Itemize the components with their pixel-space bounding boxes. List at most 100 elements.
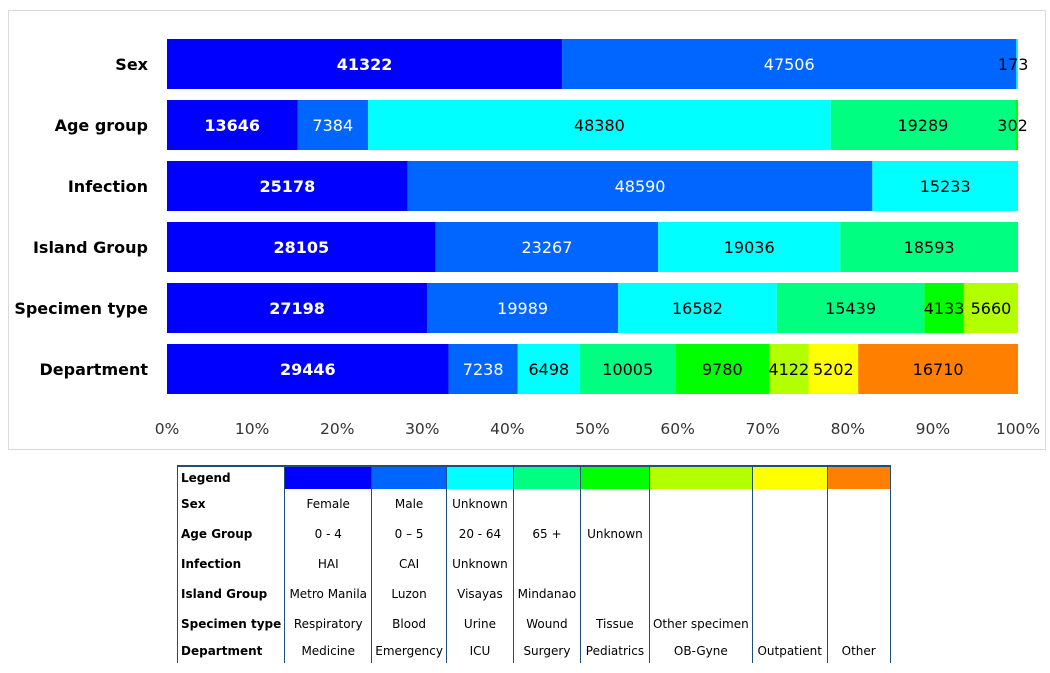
legend-swatch bbox=[751, 465, 828, 489]
legend-cell: Respiratory bbox=[284, 609, 373, 639]
legend-cell bbox=[512, 549, 581, 579]
bar-segment bbox=[167, 344, 449, 394]
legend-cell: Unknown bbox=[579, 519, 650, 549]
legend-cell bbox=[751, 549, 828, 579]
data-label: 13646 bbox=[204, 116, 260, 135]
legend-cell: HAI bbox=[284, 549, 373, 579]
legend-cell: 0 - 4 bbox=[284, 519, 373, 549]
x-tick-label: 30% bbox=[405, 420, 439, 438]
bar-segment bbox=[448, 344, 518, 394]
data-label: 16582 bbox=[672, 299, 723, 318]
legend-cell: Unknown bbox=[445, 549, 514, 579]
bar-segment bbox=[1016, 39, 1018, 89]
legend-cell: Unknown bbox=[445, 489, 514, 519]
legend-row: Sex Female Male Unknown bbox=[176, 489, 891, 519]
bar-segment bbox=[517, 344, 580, 394]
data-label: 48590 bbox=[615, 177, 666, 196]
legend-cell bbox=[648, 579, 753, 609]
stacked-bar-chart: Sex 41322 47506 173 Age group 13646 7384 48380 1… bbox=[14, 39, 1040, 438]
legend-cell: Surgery bbox=[512, 639, 581, 663]
bar-segment bbox=[579, 344, 676, 394]
bar-segment bbox=[167, 39, 563, 89]
bar-segment bbox=[167, 100, 298, 150]
data-label: 19989 bbox=[497, 299, 548, 318]
legend-cell: Other specimen bbox=[648, 609, 753, 639]
legend-swatch bbox=[371, 465, 447, 489]
bar-segment bbox=[435, 222, 659, 272]
bar-segment bbox=[840, 222, 1018, 272]
legend-swatch bbox=[826, 465, 891, 489]
bar-segment bbox=[297, 100, 369, 150]
bar-segment bbox=[167, 161, 408, 211]
legend-cell: CAI bbox=[371, 549, 447, 579]
legend-row-label: Age Group bbox=[176, 519, 286, 549]
legend-cell bbox=[579, 579, 650, 609]
data-label: 9780 bbox=[702, 360, 743, 379]
legend-row-label: Island Group bbox=[176, 579, 286, 609]
legend-cell: Male bbox=[371, 489, 447, 519]
data-label: 7238 bbox=[463, 360, 504, 379]
legend-color-row: Legend bbox=[176, 465, 891, 489]
chart-area: Sex 41322 47506 173 Age group 13646 7384 48380 1… bbox=[8, 10, 1046, 450]
x-tick-label: 90% bbox=[916, 420, 950, 438]
legend-swatch bbox=[445, 465, 514, 489]
data-label: 173 bbox=[998, 55, 1029, 74]
legend-cell bbox=[826, 519, 891, 549]
legend-cell bbox=[751, 609, 828, 639]
data-label: 4133 bbox=[924, 299, 965, 318]
data-label: 41322 bbox=[337, 55, 393, 74]
data-label: 23267 bbox=[522, 238, 573, 257]
legend-cell: Mindanao bbox=[512, 579, 581, 609]
data-label: 302 bbox=[997, 116, 1028, 135]
x-tick-label: 80% bbox=[831, 420, 865, 438]
legend-cell: Pediatrics bbox=[579, 639, 650, 663]
legend-row-label: Infection bbox=[176, 549, 286, 579]
data-label: 15439 bbox=[825, 299, 876, 318]
bar-segment bbox=[872, 161, 1018, 211]
legend-row-label: Sex bbox=[176, 489, 286, 519]
data-label: 6498 bbox=[528, 360, 569, 379]
category-label: Specimen type bbox=[14, 299, 148, 318]
legend-title: Legend bbox=[176, 465, 286, 489]
legend-cell: ICU bbox=[445, 639, 514, 663]
legend-row-label: Department bbox=[176, 639, 286, 663]
legend-swatch bbox=[579, 465, 650, 489]
data-label: 19289 bbox=[897, 116, 948, 135]
legend-cell bbox=[648, 549, 753, 579]
legend-cell: OB-Gyne bbox=[648, 639, 753, 663]
legend-cell: 20 - 64 bbox=[445, 519, 514, 549]
legend-cell bbox=[826, 489, 891, 519]
legend-cell bbox=[751, 579, 828, 609]
category-label: Island Group bbox=[33, 238, 148, 257]
bar-segment bbox=[1015, 100, 1018, 150]
legend-cell bbox=[751, 489, 828, 519]
category-label: Sex bbox=[115, 55, 148, 74]
data-label: 19036 bbox=[724, 238, 775, 257]
legend-cell bbox=[826, 549, 891, 579]
data-label: 5202 bbox=[813, 360, 854, 379]
legend-cell: Urine bbox=[445, 609, 514, 639]
data-label: 18593 bbox=[904, 238, 955, 257]
bar-segment bbox=[562, 39, 1017, 89]
bar-segment bbox=[368, 100, 831, 150]
data-label: 10005 bbox=[602, 360, 653, 379]
legend-cell: Other bbox=[826, 639, 891, 663]
legend-cell: Outpatient bbox=[751, 639, 828, 663]
legend-cell: 65 + bbox=[512, 519, 581, 549]
legend-row: Island Group Metro Manila Luzon Visayas Mind… bbox=[176, 579, 891, 609]
data-label: 47506 bbox=[764, 55, 815, 74]
legend-cell: Emergency bbox=[371, 639, 447, 663]
data-label: 25178 bbox=[260, 177, 316, 196]
data-label: 7384 bbox=[312, 116, 353, 135]
x-tick-label: 50% bbox=[575, 420, 609, 438]
legend-cell bbox=[648, 519, 753, 549]
legend-table: Legend Sex Female Male Unknown Age Group 0 - 4… bbox=[176, 465, 891, 663]
bar-segment bbox=[924, 283, 964, 333]
data-label: 27198 bbox=[269, 299, 325, 318]
category-label: Department bbox=[40, 360, 149, 379]
legend-cell: Visayas bbox=[445, 579, 514, 609]
legend-cell bbox=[512, 489, 581, 519]
legend-cell: Female bbox=[284, 489, 373, 519]
legend-cell: Blood bbox=[371, 609, 447, 639]
